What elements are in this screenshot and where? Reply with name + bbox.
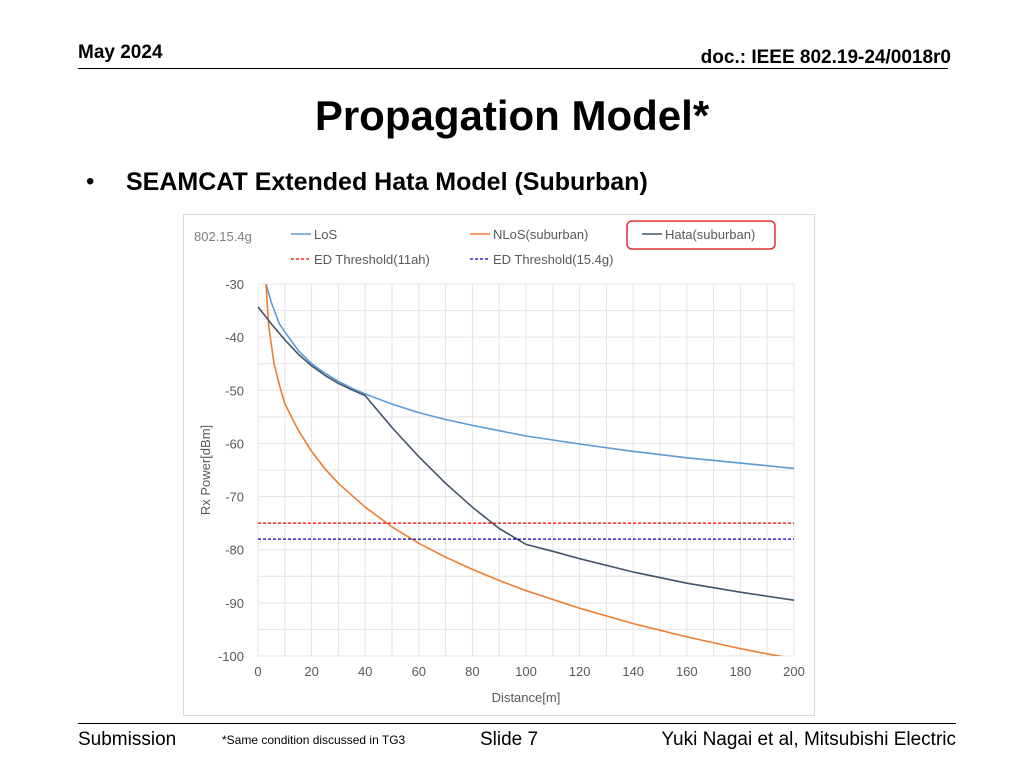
y-tick-label: -100 (218, 649, 244, 664)
x-tick-label: 100 (515, 664, 537, 679)
y-tick-label: -80 (225, 543, 244, 558)
y-axis-title: Rx Power[dBm] (198, 425, 213, 515)
footer-note: *Same condition discussed in TG3 (222, 733, 406, 747)
footer-author: Yuki Nagai et al, Mitsubishi Electric (661, 729, 956, 750)
legend-label: NLoS(suburban) (493, 227, 588, 242)
series-line-hata-suburban (258, 306, 794, 601)
chart-panel: 0 20 40 60 80 100 120 140 160 180 200 -30 -40 -50 -60 -… (183, 214, 815, 716)
x-tick-label: 160 (676, 664, 698, 679)
header-doc-id: doc.: IEEE 802.19-24/0018r0 (700, 47, 951, 68)
legend-highlight-box (626, 220, 776, 250)
legend-label: Hata(suburban) (665, 227, 755, 242)
legend-label: LoS (314, 227, 337, 242)
header-date: May 2024 (78, 42, 163, 63)
series-line-nlos-suburban (265, 284, 784, 656)
bullet-dot-icon: • (86, 168, 95, 195)
y-tick-label: -60 (225, 436, 244, 451)
x-tick-label: 200 (783, 664, 805, 679)
header-divider (78, 68, 948, 69)
footer-submission: Submission (78, 729, 177, 750)
y-tick-label: -40 (225, 330, 244, 345)
propagation-chart: 0 20 40 60 80 100 120 140 160 180 200 -30 -40 -50 -60 -… (194, 220, 805, 705)
footer-divider (78, 723, 956, 724)
y-tick-label: -70 (225, 490, 244, 505)
legend-label: ED Threshold(11ah) (314, 252, 430, 267)
footer-slide-number: Slide 7 (480, 729, 539, 750)
y-tick-label: -30 (225, 277, 244, 292)
x-tick-label: 140 (622, 664, 644, 679)
legend-label: ED Threshold(15.4g) (493, 252, 613, 267)
x-tick-label: 180 (730, 664, 752, 679)
slide-title: Propagation Model* (314, 92, 710, 139)
y-tick-label: -50 (225, 383, 244, 398)
x-tick-label: 20 (304, 664, 318, 679)
x-tick-label: 40 (358, 664, 372, 679)
bullet-text: SEAMCAT Extended Hata Model (Suburban) (126, 168, 648, 196)
y-tick-label: -90 (225, 596, 244, 611)
x-tick-label: 120 (569, 664, 591, 679)
chart-corner-label: 802.15.4g (194, 229, 252, 244)
x-tick-label: 0 (254, 664, 261, 679)
x-tick-label: 80 (465, 664, 479, 679)
x-tick-label: 60 (412, 664, 426, 679)
x-axis-title: Distance[m] (492, 690, 561, 705)
series-line-los (265, 284, 794, 470)
